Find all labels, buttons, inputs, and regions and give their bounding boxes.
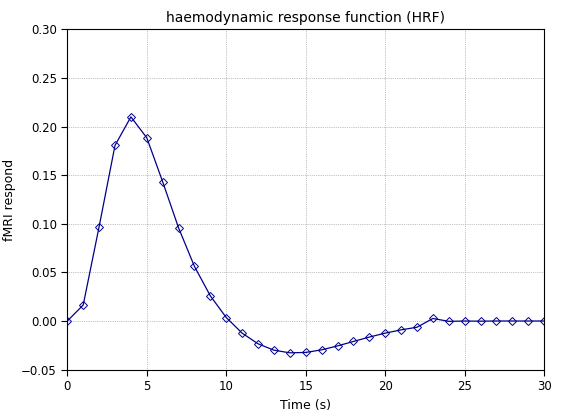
- Y-axis label: fMRI respond: fMRI respond: [3, 158, 16, 241]
- Title: haemodynamic response function (HRF): haemodynamic response function (HRF): [166, 11, 445, 26]
- X-axis label: Time (s): Time (s): [280, 399, 331, 412]
